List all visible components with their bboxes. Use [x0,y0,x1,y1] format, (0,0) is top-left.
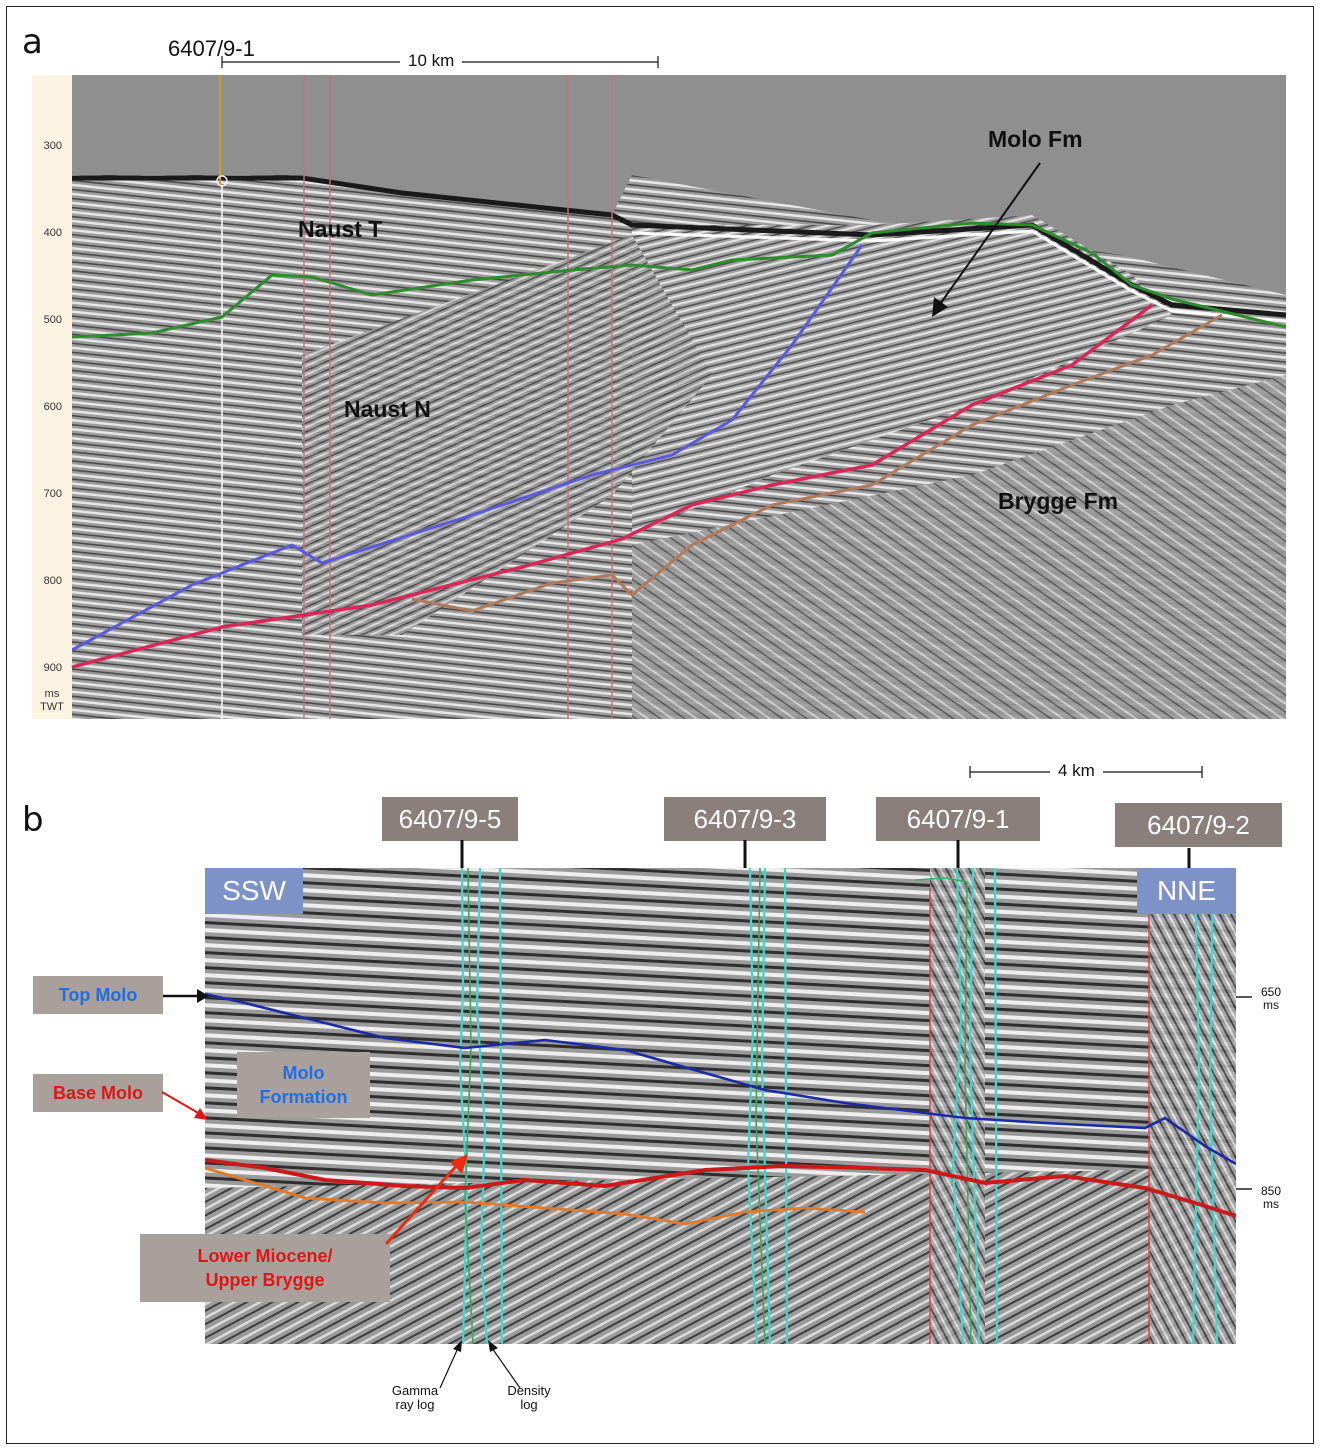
panel-b-ms-650: 650 [1260,985,1282,999]
panel-b-label-top-molo: Top Molo [33,976,163,1014]
panel-b-top-molo-horizon [205,992,1236,1166]
panel-a-time-axis [32,75,72,719]
panel-a-tick-300: 300 [43,140,62,152]
panel-a-tick-700: 700 [43,488,62,500]
panel-a-brown-horizon [411,313,1223,613]
panel-a-tick-600: 600 [43,401,62,413]
panel-b-well-9-5: 6407/9-5 [382,797,518,841]
panel-b-log-arrows [439,1340,521,1389]
panel-a-green-horizon [72,221,1286,339]
panel-b-lower-miocene-line2: Upper Brygge [205,1270,325,1290]
panel-b-ms-ticks [1236,996,1252,1190]
panel-b-scale-label: 4 km [1050,761,1103,781]
panel-a-label-molo-fm: Molo Fm [988,126,1083,152]
panel-a-tick-500: 500 [43,314,62,326]
panel-b-gamma-ray-label: Gamma ray log [380,1384,450,1412]
panel-a-seismic-svg [72,75,1286,719]
panel-b-well-9-3: 6407/9-3 [664,797,826,841]
panel-a-tick-400: 400 [43,227,62,239]
panel-a-red-horizon [72,303,1154,669]
panel-b-lower-miocene-horizon [205,1166,866,1226]
panel-b-letter: b [22,800,44,840]
panel-b-density-label: Density log [494,1384,564,1412]
figure-frame [6,6,1314,1444]
panel-a-label-brygge-fm: Brygge Fm [998,488,1119,514]
panel-b-well-9-1: 6407/9-1 [876,797,1040,841]
panel-b-top-molo-text: Top Molo [58,985,138,1005]
panel-a-scale-label: 10 km [400,51,463,71]
panel-b-base-molo-text: Base Molo [52,1083,144,1103]
panel-a-seismic-section [72,75,1286,719]
panel-b-lower-miocene-arrow [384,1154,468,1246]
panel-b-base-molo-arrow [161,1091,208,1120]
panel-b-lower-miocene-line1: Lower Miocene/ [197,1246,333,1266]
panel-a-label-naust-n: Naust N [344,396,431,422]
panel-a-tick-900: 900 [43,662,62,674]
panel-b-density-line2: log [520,1397,538,1412]
panel-a-label-naust-t: Naust T [298,216,383,242]
panel-b-molo-formation-line2: Formation [259,1087,348,1107]
panel-a-blue-horizon [72,244,864,652]
panel-b-direction-ssw: SSW [205,868,303,914]
panel-b-density-line1: Density [507,1383,551,1398]
panel-a-letter: a [22,22,43,62]
panel-a-tick-800: 800 [43,575,62,587]
panel-b-gamma-line1: Gamma [391,1383,439,1398]
panel-b-ms-850-unit: ms [1263,1197,1279,1211]
panel-b-ms-650-unit: ms [1263,998,1279,1012]
panel-b-ms-850: 850 [1260,1184,1282,1198]
panel-b-molo-formation-line1: Molo [282,1063,325,1083]
panel-a-unit-twt: TWT [40,701,64,713]
panel-b-direction-nne: NNE [1137,868,1236,914]
panel-b-label-molo-formation: Molo Formation [237,1052,370,1118]
panel-b-label-base-molo: Base Molo [33,1074,163,1112]
panel-b-base-molo-horizon [205,1158,1236,1218]
panel-b-gamma-line2: ray log [395,1397,435,1412]
panel-b-well-ticks [460,840,1191,868]
panel-b-label-lower-miocene: Lower Miocene/ Upper Brygge [140,1234,390,1302]
panel-b-top-molo-arrow [163,989,209,1003]
panel-a-unit-ms: ms [44,688,60,700]
panel-a-well-label: 6407/9-1 [168,36,255,62]
panel-b-well-9-2: 6407/9-2 [1115,803,1282,847]
